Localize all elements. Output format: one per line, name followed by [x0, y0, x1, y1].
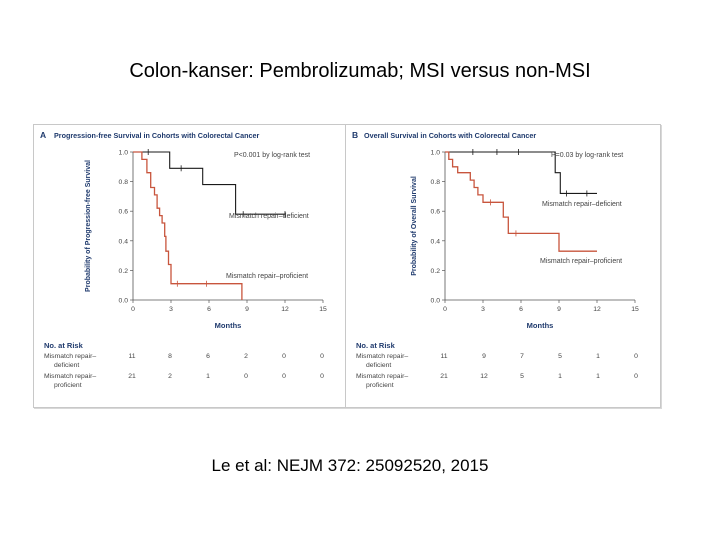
risk-value: 0: [320, 353, 324, 360]
risk-value: 2: [168, 373, 172, 380]
risk-value: 21: [440, 373, 448, 380]
risk-value: 0: [320, 373, 324, 380]
panel-title: Overall Survival in Cohorts with Colorec…: [364, 131, 536, 140]
y-tick-label: 0.8: [119, 179, 129, 186]
x-tick-label: 6: [519, 306, 523, 313]
x-axis-label: Months: [215, 321, 242, 330]
series-label-deficient: Mismatch repair–deficient: [542, 201, 622, 208]
risk-row-label: Mismatch repair–: [356, 373, 408, 380]
y-tick-label: 0.4: [119, 238, 129, 245]
risk-value: 8: [168, 353, 172, 360]
risk-value: 2: [244, 353, 248, 360]
risk-row-label: Mismatch repair–: [44, 373, 96, 380]
risk-value: 9: [482, 353, 486, 360]
panel-letter: B: [352, 130, 358, 140]
risk-row-label-cont: deficient: [366, 362, 391, 369]
series-label-deficient: Mismatch repair–deficient: [229, 213, 309, 220]
risk-value: 0: [282, 353, 286, 360]
y-tick-label: 0.2: [431, 268, 441, 275]
risk-value: 1: [558, 373, 562, 380]
survival-curve-proficient: [133, 151, 243, 300]
x-tick-label: 0: [131, 306, 135, 313]
y-tick-label: 0.6: [431, 209, 441, 216]
risk-value: 7: [520, 353, 524, 360]
risk-value: 0: [244, 373, 248, 380]
risk-value: 11: [128, 353, 135, 360]
y-tick-label: 1.0: [119, 150, 129, 157]
x-tick-label: 12: [593, 306, 601, 313]
risk-row-label-cont: proficient: [54, 382, 82, 389]
x-tick-label: 15: [631, 306, 639, 313]
risk-row-label-cont: proficient: [366, 382, 394, 389]
y-axis-label: Probability of Progression-free Survival: [85, 160, 92, 292]
x-tick-label: 9: [245, 306, 249, 313]
x-tick-label: 0: [443, 306, 447, 313]
km-panel-os: B Overall Survival in Cohorts with Colore…: [352, 130, 639, 389]
risk-value: 11: [440, 353, 447, 360]
risk-value: 12: [480, 373, 488, 380]
panel-title: Progression-free Survival in Cohorts wit…: [54, 131, 259, 140]
x-tick-label: 9: [557, 306, 561, 313]
x-tick-label: 3: [169, 306, 173, 313]
y-tick-label: 0.6: [119, 209, 129, 216]
citation: Le et al: NEJM 372: 25092520, 2015: [211, 456, 489, 475]
risk-value: 0: [282, 373, 286, 380]
risk-value: 5: [558, 353, 562, 360]
y-tick-label: 1.0: [431, 150, 441, 157]
risk-value: 5: [520, 373, 524, 380]
risk-value: 0: [634, 373, 638, 380]
x-tick-label: 3: [481, 306, 485, 313]
risk-row-label: Mismatch repair–: [44, 353, 96, 360]
series-label-proficient: Mismatch repair–proficient: [540, 258, 622, 265]
slide-title: Colon-kanser: Pembrolizumab; MSI versus …: [129, 60, 591, 82]
risk-value: 1: [596, 373, 600, 380]
risk-table-header: No. at Risk: [356, 341, 396, 350]
p-value-annotation: P<0.001 by log-rank test: [234, 152, 310, 159]
x-tick-label: 6: [207, 306, 211, 313]
risk-table-header: No. at Risk: [44, 341, 84, 350]
risk-value: 1: [596, 353, 600, 360]
y-tick-label: 0.0: [119, 298, 129, 305]
risk-value: 0: [634, 353, 638, 360]
x-axis-label: Months: [527, 321, 554, 330]
x-tick-label: 12: [281, 306, 289, 313]
y-tick-label: 0.8: [431, 179, 441, 186]
series-label-proficient: Mismatch repair–proficient: [226, 273, 308, 280]
y-tick-label: 0.0: [431, 298, 441, 305]
survival-curve-proficient: [445, 151, 597, 252]
panel-divider: [345, 124, 346, 407]
y-tick-label: 0.2: [119, 268, 129, 275]
y-tick-label: 0.4: [431, 238, 441, 245]
survival-curve-deficient: [133, 151, 285, 215]
risk-value: 1: [206, 373, 210, 380]
risk-row-label-cont: deficient: [54, 362, 79, 369]
p-value-annotation: P=0.03 by log-rank test: [551, 152, 623, 159]
risk-row-label: Mismatch repair–: [356, 353, 408, 360]
x-tick-label: 15: [319, 306, 327, 313]
km-panel-pfs: A Progression-free Survival in Cohorts wi…: [40, 130, 327, 389]
risk-value: 21: [128, 373, 136, 380]
y-axis-label: Probability of Overall Survival: [411, 176, 418, 276]
figure-frame: [33, 124, 661, 408]
risk-value: 6: [206, 353, 210, 360]
panel-letter: A: [40, 130, 46, 140]
